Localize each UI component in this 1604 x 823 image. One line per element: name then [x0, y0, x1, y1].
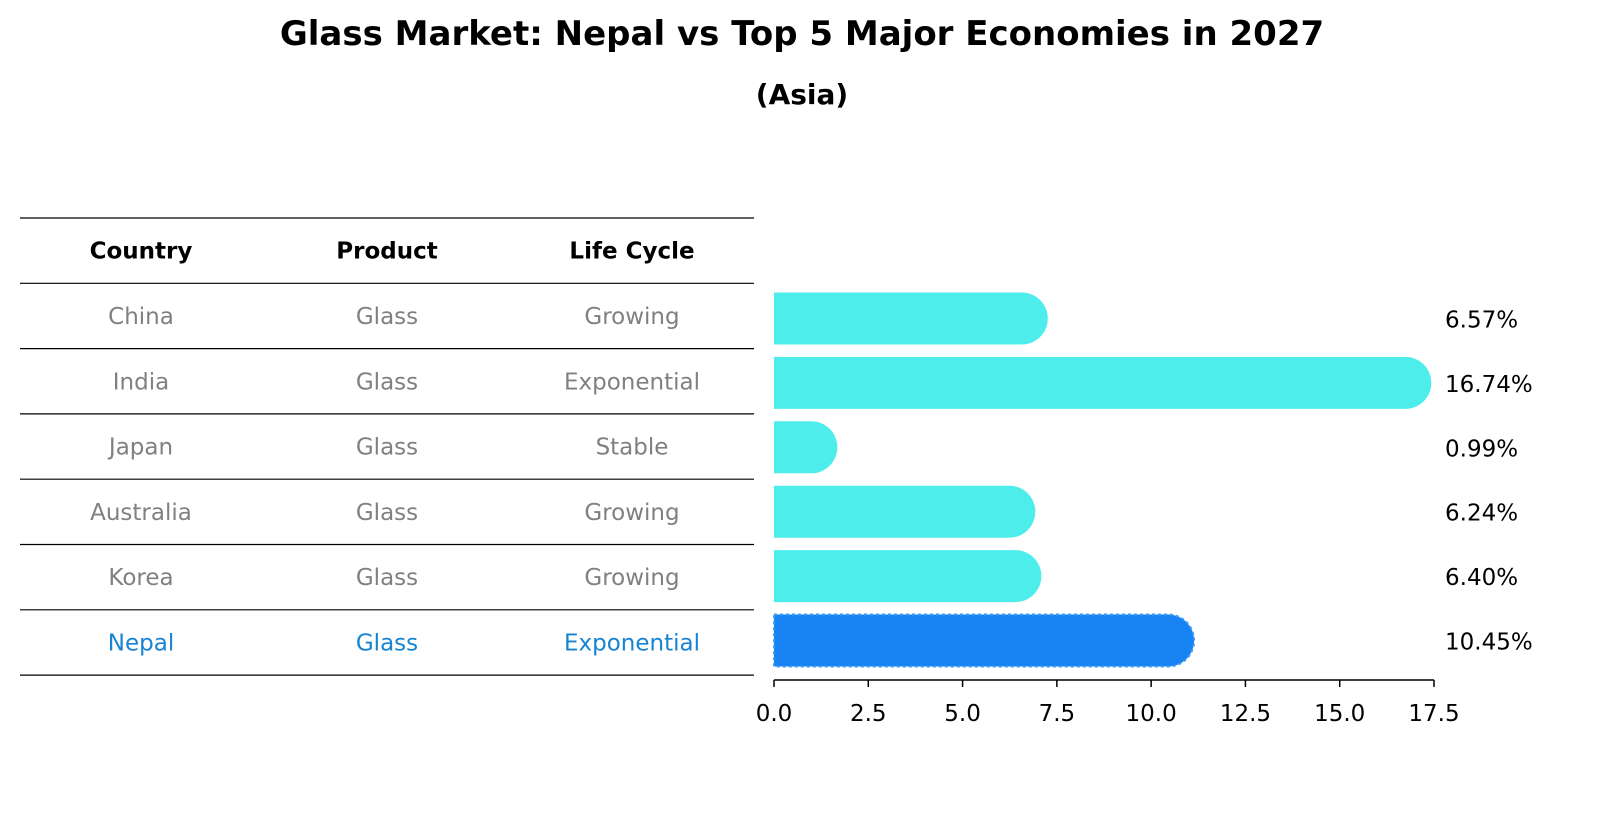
table-cell-country: Korea	[108, 565, 173, 591]
chart-subtitle: (Asia)	[755, 78, 849, 111]
table-cell-life-cycle: Exponential	[564, 369, 700, 395]
x-axis: 0.0 2.5 5.0 7.5 10.0 12.5 15.0 17.5	[756, 679, 1460, 727]
x-tick-label: 2.5	[850, 701, 887, 727]
table-cell-life-cycle: Growing	[584, 500, 679, 526]
table-cell-product: Glass	[356, 369, 418, 395]
bar-india	[774, 356, 1432, 409]
x-tick-label: 7.5	[1039, 701, 1076, 727]
table-cell-product: Glass	[356, 435, 418, 461]
bar-plot: 6.57% 16.74% 0.99% 6.24% 6.40% 10.45%	[773, 292, 1533, 668]
table-cell-country: China	[108, 304, 174, 330]
x-tick-label: 10.0	[1126, 701, 1177, 727]
data-label: 0.99%	[1445, 436, 1518, 462]
table-header: Country	[90, 239, 193, 265]
data-label: 10.45%	[1445, 630, 1533, 656]
table-cell-life-cycle: Growing	[584, 304, 679, 330]
x-tick-label: 12.5	[1220, 701, 1271, 727]
x-tick-label: 5.0	[944, 701, 981, 727]
table-cell-product: Glass	[356, 500, 418, 526]
table-header: Product	[336, 239, 437, 265]
table-cell-country: Japan	[107, 435, 173, 461]
bar-china	[774, 292, 1048, 345]
x-tick-label: 0.0	[756, 701, 793, 727]
x-tick-label: 15.0	[1314, 701, 1365, 727]
table-cell-country: Australia	[90, 500, 192, 526]
table-header: Life Cycle	[569, 239, 694, 265]
data-label: 16.74%	[1445, 372, 1533, 398]
data-label: 6.40%	[1445, 565, 1518, 591]
chart-title: Glass Market: Nepal vs Top 5 Major Econo…	[279, 14, 1325, 54]
table-cell-product: Glass	[356, 565, 418, 591]
bar-australia	[774, 485, 1036, 538]
x-tick-label: 17.5	[1408, 701, 1459, 727]
data-label: 6.57%	[1445, 308, 1518, 334]
data-table: Country Product Life Cycle China Glass Growin…	[20, 217, 754, 676]
data-label: 6.24%	[1445, 501, 1518, 527]
table-cell-life-cycle: Stable	[596, 435, 669, 461]
bar-korea	[774, 550, 1042, 603]
table-cell-product: Glass	[356, 304, 418, 330]
bar-nepal	[773, 613, 1196, 668]
bar-japan	[774, 421, 838, 474]
table-cell-country: India	[113, 369, 169, 395]
table-cell-life-cycle: Exponential	[564, 630, 700, 656]
table-cell-life-cycle: Growing	[584, 565, 679, 591]
table-cell-country: Nepal	[108, 630, 174, 656]
table-cell-product: Glass	[356, 630, 418, 656]
